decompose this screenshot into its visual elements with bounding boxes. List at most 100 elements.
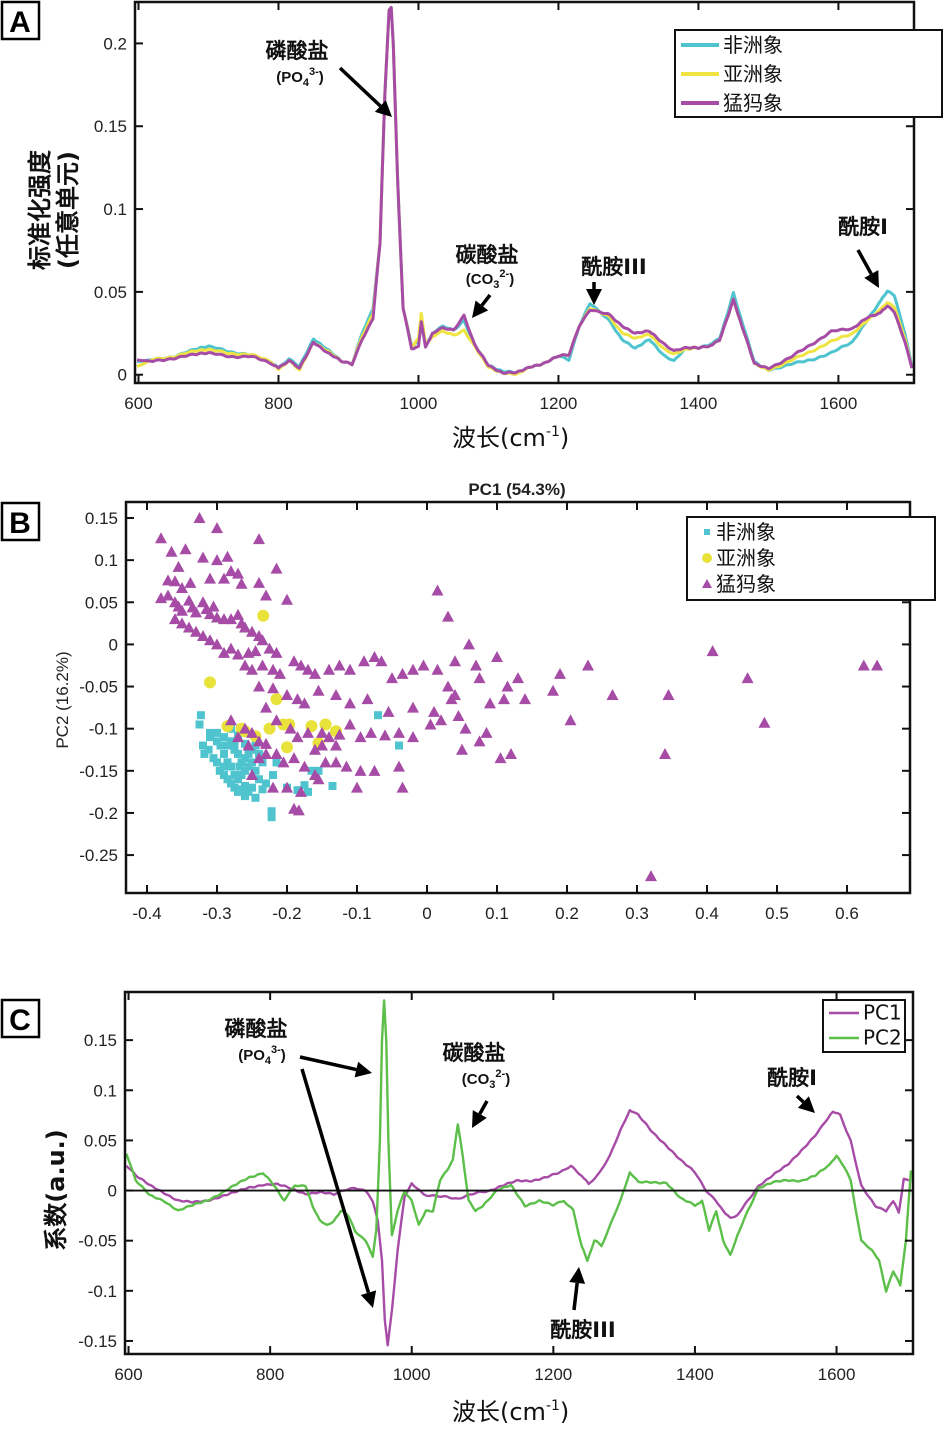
point-mammoth: [284, 722, 297, 734]
point-mammoth: [554, 667, 566, 679]
point-african: [195, 720, 204, 729]
arrow-amide3-head: [586, 289, 602, 305]
arrow-carbonate-head: [472, 1110, 487, 1128]
x-tick-label: 0.2: [555, 904, 579, 923]
point-mammoth: [281, 688, 293, 700]
annotation-carbonate-formula: (CO32-): [462, 1068, 510, 1091]
x-tick-label: 600: [114, 1365, 142, 1384]
point-mammoth: [470, 659, 482, 671]
point-mammoth: [344, 663, 356, 675]
point-mammoth: [424, 718, 437, 730]
point-african: [206, 728, 214, 737]
y-tick-label: -0.1: [89, 720, 118, 739]
x-tick-label: 0.6: [835, 904, 859, 923]
point-mammoth: [659, 747, 671, 759]
point-mammoth: [452, 710, 465, 722]
point-mammoth: [319, 756, 332, 768]
point-mammoth: [253, 680, 265, 692]
point-mammoth: [382, 705, 395, 717]
y-tick-label: 0: [118, 366, 127, 385]
panel-a-letter: A: [0, 0, 41, 41]
annotation-phosphate-formula: (PO43-): [276, 66, 324, 89]
x-tick-label: 0.1: [485, 904, 509, 923]
point-mammoth: [253, 533, 265, 545]
x-tick-label: 1600: [819, 394, 857, 413]
point-mammoth: [298, 697, 311, 709]
point-mammoth: [312, 773, 325, 785]
point-african: [244, 762, 253, 771]
point-african: [230, 739, 239, 748]
point-mammoth: [232, 731, 244, 743]
point-mammoth: [162, 589, 174, 601]
point-african: [304, 787, 312, 796]
point-mammoth: [281, 593, 293, 605]
x-tick-label: 1400: [676, 1365, 714, 1384]
x-tick-label: 1000: [400, 394, 438, 413]
point-mammoth: [340, 760, 353, 772]
point-african: [213, 737, 221, 746]
point-mammoth: [270, 714, 283, 726]
point-mammoth: [260, 701, 272, 713]
point-african: [206, 733, 214, 742]
panel-c-label: C: [9, 1004, 31, 1037]
point-mammoth: [190, 606, 202, 618]
arrow-amide3-head: [569, 1267, 586, 1284]
point-african: [244, 787, 253, 796]
legend-entry: 亚洲象: [723, 62, 783, 86]
point-mammoth: [225, 714, 237, 726]
point-mammoth: [190, 625, 202, 637]
panel-c-letter: C: [0, 998, 41, 1039]
x-tick-label: -0.3: [202, 904, 231, 923]
point-mammoth: [239, 621, 251, 633]
point-mammoth: [365, 726, 377, 738]
point-mammoth: [291, 693, 304, 705]
point-mammoth: [316, 739, 328, 751]
annotation-carbonate: 碳酸盐: [443, 1041, 506, 1065]
point-mammoth: [225, 642, 237, 654]
point-mammoth: [519, 693, 531, 705]
point-mammoth: [218, 646, 230, 658]
point-african: [209, 754, 218, 763]
series-line-PC1: [125, 1108, 910, 1347]
y-tick-label: 0.1: [103, 200, 127, 219]
point-mammoth: [211, 638, 223, 650]
point-mammoth: [197, 551, 209, 563]
point-mammoth: [176, 604, 188, 616]
arrow-amide1-shaft: [795, 1094, 805, 1104]
point-african: [328, 781, 337, 790]
point-mammoth: [330, 688, 342, 700]
y-tick-label: -0.15: [78, 1332, 117, 1351]
point-asian: [319, 718, 332, 731]
annotation-phosphate: 磷酸盐: [225, 1017, 288, 1041]
point-mammoth: [232, 567, 244, 579]
y-tick-label: 0.05: [85, 593, 118, 612]
legend-entry: 非洲象: [716, 520, 776, 544]
point-mammoth: [270, 646, 283, 658]
legend-box: [822, 999, 906, 1053]
legend-entry: 亚洲象: [716, 546, 776, 570]
arrow-phosphate-pc1-shaft: [300, 1068, 371, 1294]
x-tick-label: 800: [256, 1365, 284, 1384]
arrow-amide1-shaft: [856, 249, 873, 275]
x-tick-label: 1400: [680, 394, 718, 413]
y-tick-label: 0.15: [85, 509, 118, 528]
point-african: [269, 771, 277, 780]
point-mammoth: [435, 714, 447, 726]
x-tick-label: -0.1: [342, 904, 371, 923]
legend-marker-square: [704, 529, 710, 535]
point-african: [248, 758, 256, 767]
point-african: [314, 766, 323, 775]
point-african: [293, 786, 302, 795]
point-mammoth: [260, 589, 272, 601]
point-mammoth: [344, 718, 356, 730]
point-african: [267, 813, 276, 822]
point-african: [258, 785, 267, 794]
point-african: [216, 741, 225, 750]
point-mammoth: [176, 581, 188, 593]
point-mammoth: [512, 672, 524, 684]
y-tick-label: 0.05: [94, 283, 127, 302]
point-mammoth: [221, 550, 234, 562]
arrow-phosphate-shaft: [338, 66, 382, 108]
point-african: [307, 766, 316, 775]
